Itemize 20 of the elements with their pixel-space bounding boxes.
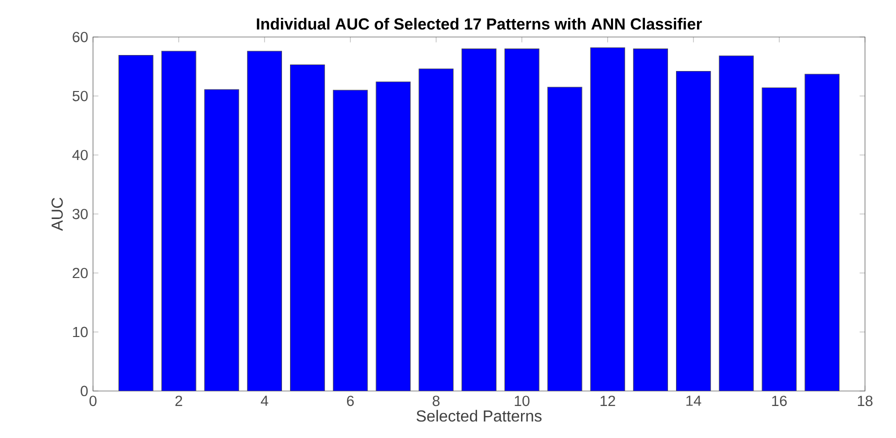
x-tick-label: 0 xyxy=(89,396,96,406)
x-tick-label: 2 xyxy=(175,396,182,406)
chart-title: Individual AUC of Selected 17 Patterns with ANN Classifier xyxy=(256,18,702,30)
y-tick-label: 40 xyxy=(72,150,88,160)
x-axis-title: Selected Patterns xyxy=(416,410,542,422)
x-tick-label: 18 xyxy=(858,396,872,406)
y-tick-label: 10 xyxy=(73,326,88,338)
y-tick-label: 20 xyxy=(72,268,88,278)
x-tick-label: 14 xyxy=(686,396,702,406)
x-tick-label: 8 xyxy=(432,396,440,406)
x-tick-label: 12 xyxy=(600,396,616,406)
x-tick-label: 10 xyxy=(514,396,530,406)
y-tick-label: 50 xyxy=(72,90,88,102)
x-tick-label: 6 xyxy=(347,396,354,406)
x-tick-label: 16 xyxy=(772,396,787,406)
y-tick-label: 60 xyxy=(72,32,88,42)
y-tick-label: 0 xyxy=(80,386,88,396)
x-tick-label: 4 xyxy=(260,396,268,406)
y-axis-title: AUC xyxy=(52,198,63,231)
y-tick-label: 30 xyxy=(72,208,88,220)
